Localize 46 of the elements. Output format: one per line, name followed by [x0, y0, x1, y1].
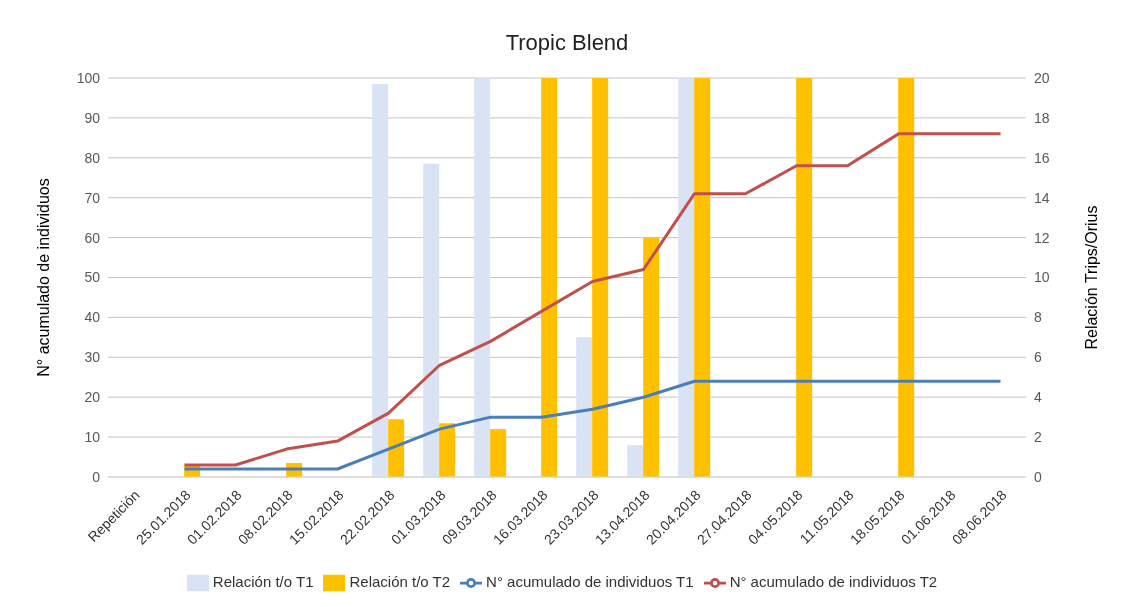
bar	[439, 423, 456, 477]
y2-tick-label: 16	[1034, 149, 1050, 166]
bar	[423, 163, 440, 477]
y-tick-label: 30	[84, 349, 101, 366]
bar	[898, 78, 915, 477]
bar	[694, 78, 711, 477]
y-tick-label: 10	[84, 429, 101, 446]
y-tick-label: 0	[92, 468, 101, 485]
bar	[643, 237, 660, 477]
legend-label: Relación t/o T2	[349, 572, 451, 590]
y-tick-label: 90	[84, 109, 101, 126]
y2-tick-label: 20	[1034, 69, 1050, 86]
bar	[388, 419, 405, 477]
y2-tick-label: 18	[1034, 109, 1050, 126]
y2-tick-label: 12	[1034, 229, 1050, 246]
bar	[372, 83, 389, 477]
y-tick-label: 70	[84, 189, 101, 206]
y2-tick-label: 8	[1034, 309, 1042, 326]
y2-tick-label: 4	[1034, 389, 1042, 406]
legend-label: Relación t/o T1	[212, 572, 314, 590]
y-tick-label: 80	[84, 149, 101, 166]
bar	[796, 78, 813, 477]
y2-tick-label: 14	[1034, 189, 1050, 206]
bar	[490, 429, 507, 477]
bar	[627, 445, 644, 477]
y-axis-title: N° acumulado de individuos	[34, 178, 52, 377]
legend-label: N° acumulado de individuos T1	[486, 572, 694, 590]
chart-title: Tropic Blend	[504, 30, 630, 56]
line-series	[183, 379, 1002, 471]
bar	[592, 78, 609, 477]
y-tick-label: 100	[76, 69, 101, 86]
y-tick-label: 20	[84, 389, 101, 406]
legend-label: N° acumulado de individuos T2	[729, 572, 938, 590]
y2-axis-title: Relación Trips/Orius	[1082, 205, 1100, 350]
y2-tick-label: 2	[1034, 429, 1042, 446]
y2-tick-label: 10	[1034, 269, 1050, 286]
bar	[541, 78, 558, 477]
bar	[678, 78, 695, 477]
y-tick-label: 40	[84, 309, 101, 326]
y-tick-label: 50	[84, 269, 101, 286]
line-series	[183, 132, 1002, 467]
bar	[576, 337, 593, 477]
y-tick-label: 60	[84, 229, 101, 246]
bar	[474, 78, 491, 477]
y2-tick-label: 6	[1034, 349, 1042, 366]
y2-tick-label: 0	[1034, 468, 1042, 485]
